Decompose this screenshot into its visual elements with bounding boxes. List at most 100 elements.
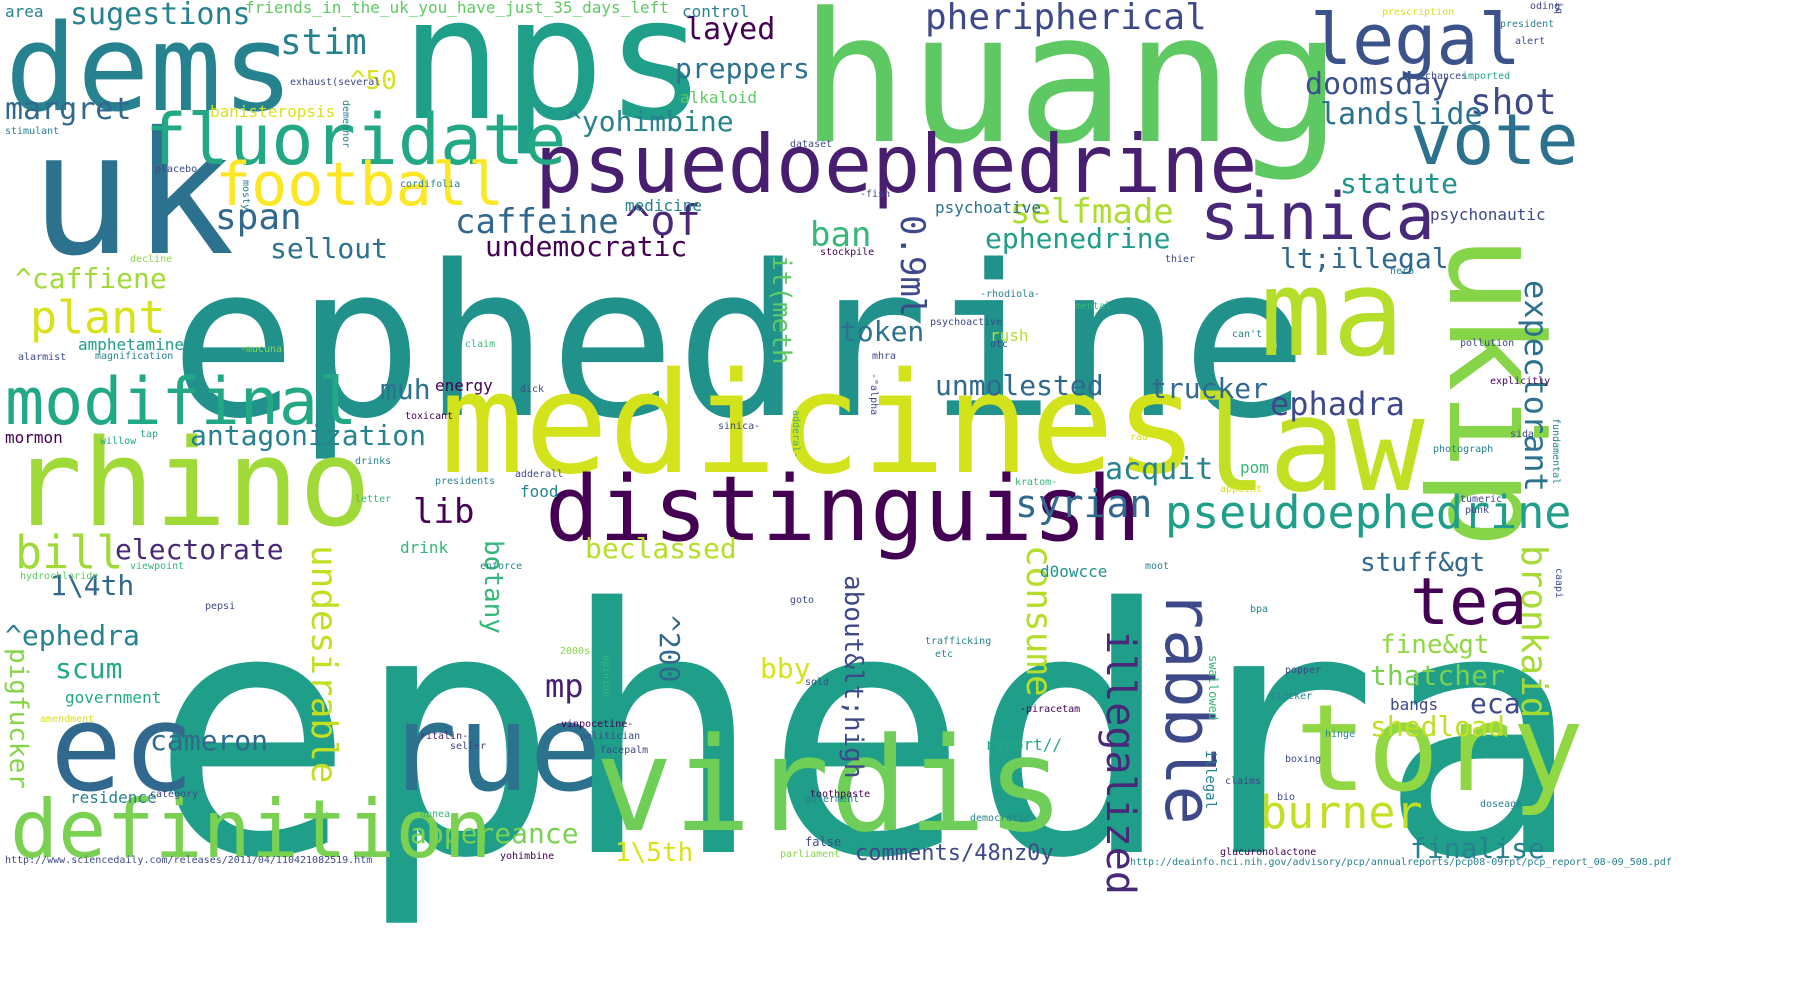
word-muh: muh <box>380 373 431 406</box>
word-government: government <box>65 688 162 707</box>
word-oding: oding <box>1530 1 1561 12</box>
word-trucker: trucker <box>1150 372 1269 405</box>
word-preppers: preppers <box>675 52 810 85</box>
word-illegal: illegal <box>1202 750 1218 810</box>
word-burner: burner <box>1260 786 1423 839</box>
word-herb: herb <box>1390 266 1415 277</box>
word-finalise: finalise <box>1410 832 1545 865</box>
word-sold: sold <box>805 677 830 688</box>
word-shedload: shedload <box>1370 710 1505 743</box>
word-psychoative: psychoative <box>935 198 1041 217</box>
word-claims: claims <box>1225 776 1262 787</box>
word-glucuronolactone: glucuronolactone <box>1220 847 1317 858</box>
word-psychonautic: psychonautic <box>1430 205 1546 224</box>
word-stockpile: stockpile <box>820 247 875 258</box>
word-pom: pom <box>1240 458 1269 477</box>
word-magnification: magnification <box>95 351 174 362</box>
word-sinica: sinica <box>1200 180 1435 255</box>
word-vinpocetine: -vinpocetine- <box>555 719 634 730</box>
word-legal: legal <box>1310 0 1521 81</box>
word-photograph: photograph <box>1433 444 1494 455</box>
word-adderal: adderal- <box>790 410 801 459</box>
word-ma: ma <box>1260 245 1405 384</box>
word-seller: seller <box>450 741 487 752</box>
word-fish: -fish <box>860 189 891 200</box>
word-mormon: mormon <box>5 428 63 447</box>
word-expectorant: expectorant <box>1517 280 1555 492</box>
word-dick: dick <box>520 384 545 395</box>
word-thatcher: thatcher <box>1370 659 1505 692</box>
word-iq: iq <box>1553 2 1564 15</box>
word-presidents: presidents <box>435 476 496 487</box>
word-food: food <box>520 482 559 501</box>
word-football: football <box>215 150 504 220</box>
word-pepsi: pepsi <box>205 601 236 612</box>
word-statute: statute <box>1340 167 1459 200</box>
word-uk: uk <box>30 96 235 294</box>
word-electorate: electorate <box>115 533 284 566</box>
word-sellout: sellout <box>270 232 389 265</box>
word-toxicant: toxicant <box>405 411 454 422</box>
word-bill: bill <box>15 526 124 579</box>
word-tap: tap <box>140 429 159 440</box>
word-report: report// <box>985 735 1063 754</box>
word-50: ^50 <box>350 66 397 96</box>
word-appereance: appereance <box>410 817 579 850</box>
word-undesirable: undesirable <box>303 545 344 784</box>
word-bpa: bpa <box>1250 604 1269 615</box>
word-rhodiola: -rhodiola- <box>980 289 1041 300</box>
word-2000s: 2000s <box>560 646 591 657</box>
word-banisteropsis: banisteropsis <box>210 102 336 121</box>
word-http-deainfo-nci-nih-gov-advisory-pcp-an: http://deainfo.nci.nih.gov/advisory/pcp/… <box>1130 857 1672 868</box>
word-bby: bby <box>760 652 811 685</box>
word-amphetamine: amphetamine <box>78 335 184 354</box>
word-rad: rad <box>1130 432 1149 443</box>
word-drinks: drinks <box>355 456 392 467</box>
word-pollution: pollution <box>1460 338 1515 349</box>
word-hinge: hinge <box>1325 729 1356 740</box>
word-explicitly: explicitly <box>1490 376 1551 387</box>
word-mosty: mosty <box>240 180 251 211</box>
word-piracetam: -piracetam <box>1020 704 1081 715</box>
word-syrian: syrian <box>1015 482 1153 526</box>
word-psychoactive: psychoactive <box>930 317 1003 328</box>
word-hydrochloride: hydrochloride <box>20 571 99 582</box>
word-selfmade: selfmade <box>1010 192 1174 232</box>
word-tea: tea <box>1410 565 1528 640</box>
word-undemocratic: undemocratic <box>485 230 688 263</box>
word-rue: rue <box>385 680 602 819</box>
word-plant: plant <box>30 291 166 344</box>
word-bangs: bangs <box>1390 695 1439 714</box>
word-democratic: democratic <box>970 813 1031 824</box>
word-exhaust-several: exhaust(several <box>290 77 381 88</box>
word-stacker: stacker <box>1270 691 1313 702</box>
word-scum: scum <box>55 652 123 685</box>
word-ritalin: ritalin- <box>420 731 469 742</box>
word-doomsday: doomsday <box>1305 67 1450 102</box>
word-dataset: dataset <box>790 139 833 150</box>
word-shot: shot <box>1470 82 1557 123</box>
word-stimulant: stimulant <box>5 126 60 137</box>
word-president: president <box>1500 19 1555 30</box>
word-alpha: -"alpha <box>868 373 879 416</box>
word-appoint: appoint <box>1220 484 1263 495</box>
word-virdis: virdis <box>595 709 1065 861</box>
word-ephedrine: ephedrine <box>170 220 1308 465</box>
word-medicine: medicine <box>625 196 703 215</box>
word-ec: ec <box>50 680 195 819</box>
word-ukip: ukip <box>1419 235 1571 549</box>
word-decline: decline <box>130 254 173 265</box>
word-claim: claim <box>465 339 496 350</box>
word-200: ^200 <box>653 615 686 683</box>
word-vote: vote <box>1410 99 1579 181</box>
word-moot: moot <box>1145 561 1170 572</box>
word-nps: nps <box>400 0 708 159</box>
word-kratom: kratom- <box>1015 477 1058 488</box>
word-prescription: prescription <box>1382 7 1455 18</box>
word-stuff-gt: stuff&gt <box>1360 548 1486 578</box>
word-energy: energy <box>435 376 493 395</box>
word-doseage: doseage <box>1480 799 1523 810</box>
word-pheripherical: pheripherical <box>925 0 1207 38</box>
word-lt-illegal: lt;illegal <box>1280 242 1449 275</box>
word-modifinal: modifinal <box>5 365 358 440</box>
